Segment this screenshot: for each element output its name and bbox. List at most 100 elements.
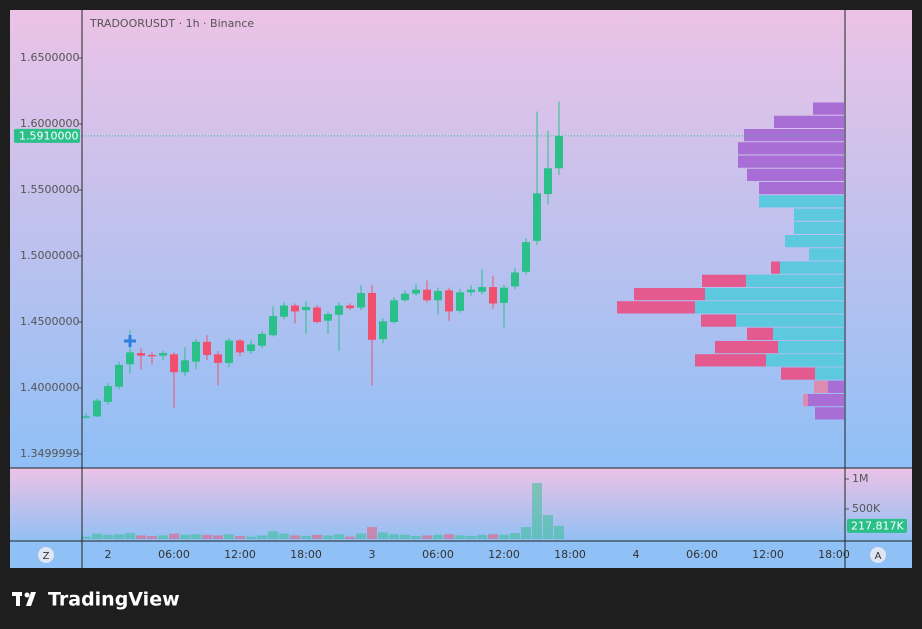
main-pane <box>10 10 912 468</box>
profile-up <box>746 274 844 287</box>
volume-bar <box>268 531 278 539</box>
profile-up <box>738 155 844 168</box>
profile-down <box>701 314 736 327</box>
volume-bar <box>554 525 564 539</box>
profile-up <box>778 340 844 354</box>
profile-up <box>759 195 844 208</box>
profile-down <box>695 354 766 367</box>
volume-bar <box>125 532 135 539</box>
profile-down <box>617 301 695 314</box>
x-tick-label: 06:00 <box>158 548 190 561</box>
x-tick-label: 18:00 <box>290 548 322 561</box>
y-tick-label: 1.3499999 <box>20 447 80 460</box>
candle-body <box>555 135 563 169</box>
volume-bar <box>213 535 223 539</box>
profile-down <box>771 261 780 274</box>
x-tick-label: 3 <box>369 548 376 561</box>
profile-down <box>634 287 705 301</box>
last-price-badge <box>14 128 80 143</box>
volume-pane <box>10 468 912 541</box>
volume-tick-label: 500K <box>852 502 881 515</box>
volume-bar <box>323 535 333 539</box>
profile-down <box>702 274 746 287</box>
candle-body <box>148 355 156 357</box>
candle-body <box>115 364 123 387</box>
last-volume-badge <box>847 518 907 533</box>
candle-body <box>170 354 178 373</box>
volume-bar <box>433 534 443 539</box>
volume-bar <box>279 533 289 539</box>
volume-bar <box>312 534 322 539</box>
volume-tick-label: 1M <box>852 472 869 485</box>
profile-down <box>715 340 778 354</box>
candle-body <box>192 341 200 362</box>
candle-body <box>379 321 387 340</box>
profile-up <box>695 301 844 314</box>
x-tick-label: 2 <box>105 548 112 561</box>
volume-bar <box>466 535 476 539</box>
volume-bar <box>444 534 454 539</box>
volume-bar <box>246 536 256 539</box>
candle-body <box>82 416 90 418</box>
volume-bar <box>389 534 399 539</box>
candle-body <box>291 305 299 312</box>
volume-bar <box>103 534 113 539</box>
last-volume-label: 217.817K <box>851 519 904 532</box>
profile-down <box>803 393 808 407</box>
profile-up <box>744 128 844 142</box>
button-label[interactable]: Z <box>43 551 50 562</box>
y-tick-label: 1.4500000 <box>20 315 80 328</box>
time-axis <box>10 541 912 568</box>
candle-body <box>478 287 486 292</box>
volume-bar <box>455 535 465 539</box>
volume-bar <box>367 526 377 539</box>
volume-bar <box>81 536 91 539</box>
candle-body <box>368 292 376 340</box>
profile-up <box>759 181 844 195</box>
profile-up <box>794 208 844 221</box>
volume-bar <box>114 534 124 539</box>
volume-bar <box>345 536 355 539</box>
x-tick-label: 18:00 <box>554 548 586 561</box>
profile-down <box>747 327 773 340</box>
candle-body <box>159 353 167 356</box>
volume-bar <box>521 526 531 539</box>
volume-bar <box>488 534 498 539</box>
volume-bar <box>136 535 146 539</box>
candle-body <box>423 289 431 301</box>
candle-body <box>357 292 365 308</box>
button[interactable] <box>870 547 886 563</box>
button[interactable] <box>38 547 54 563</box>
candle-body <box>511 272 519 287</box>
profile-up <box>774 115 844 128</box>
button-label[interactable]: A <box>875 551 882 562</box>
candle-body <box>401 293 409 301</box>
profile-up <box>736 314 844 327</box>
volume-bar <box>180 534 190 539</box>
volume-bar <box>356 533 366 539</box>
candle-body <box>390 300 398 323</box>
x-tick-label: 12:00 <box>224 548 256 561</box>
candle-body <box>467 289 475 293</box>
y-tick-label: 1.6500000 <box>20 51 80 64</box>
volume-bar <box>257 535 267 539</box>
candle-body <box>434 291 442 301</box>
chart-layer: 1.3499999 1.4000000 1.4500000 1.5000000 1.55… <box>14 51 907 561</box>
candle-body <box>104 386 112 402</box>
y-tick-label: 1.5000000 <box>20 249 80 262</box>
x-tick-label: 12:00 <box>488 548 520 561</box>
profile-up <box>794 221 844 234</box>
x-tick-label: 12:00 <box>752 548 784 561</box>
profile-up <box>738 142 844 155</box>
candle-body <box>346 305 354 309</box>
profile-up <box>828 380 844 393</box>
y-tick-label: 1.4000000 <box>20 381 80 394</box>
symbol-title: TRADOORUSDT · 1h · Binance <box>89 17 254 30</box>
volume-bar <box>191 534 201 539</box>
volume-bar <box>147 535 157 539</box>
candle-body <box>489 287 497 304</box>
profile-up <box>766 354 844 367</box>
candle-body <box>280 305 288 317</box>
last-price-label: 1.5910000 <box>19 129 79 142</box>
